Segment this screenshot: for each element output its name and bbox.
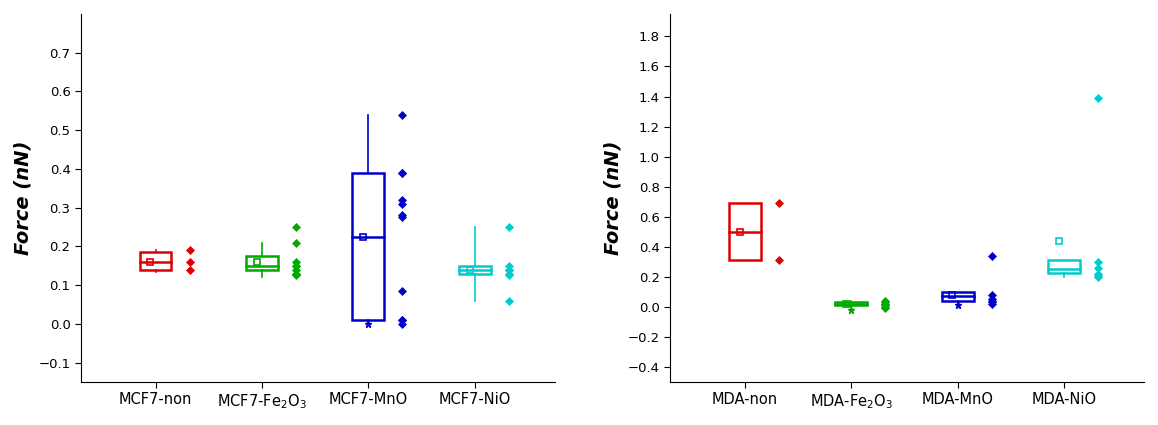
Bar xyxy=(245,256,278,269)
Y-axis label: Force (nN): Force (nN) xyxy=(14,141,32,255)
Bar xyxy=(1048,260,1080,273)
Bar xyxy=(352,173,384,320)
Bar xyxy=(941,292,974,301)
Bar xyxy=(835,302,867,306)
Bar xyxy=(459,266,491,274)
Bar xyxy=(139,252,171,269)
Bar xyxy=(728,203,761,260)
Y-axis label: Force (nN): Force (nN) xyxy=(603,141,622,255)
